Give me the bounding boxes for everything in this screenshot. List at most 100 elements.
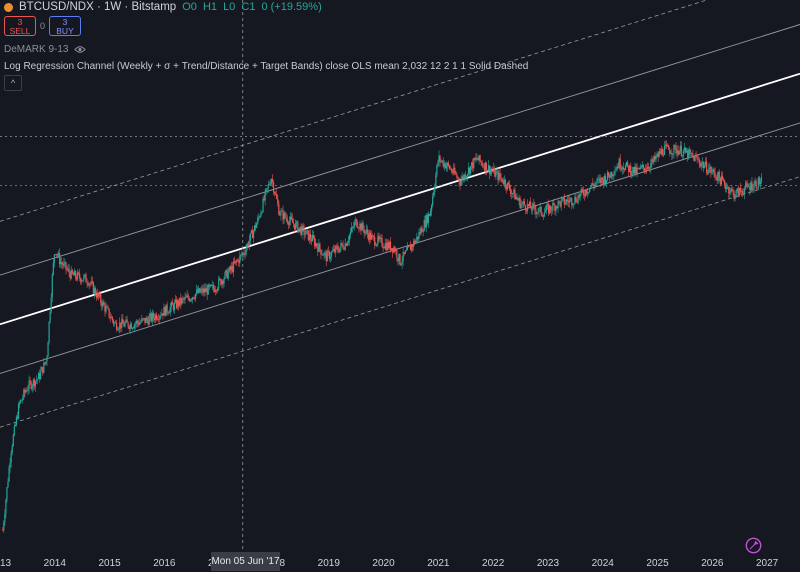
candle-body (146, 317, 148, 321)
candle-body (641, 164, 643, 167)
candle-body (81, 280, 83, 283)
indicator-regression[interactable]: Log Regression Channel (Weekly + σ + Tre… (4, 61, 528, 72)
candle-body (213, 288, 216, 292)
candle-body (441, 160, 443, 162)
indicator-demark[interactable]: DeMARK 9-13 (4, 44, 87, 55)
candle-body (245, 248, 247, 255)
candle-body (402, 252, 404, 262)
candle-body (342, 244, 344, 249)
time-axis[interactable]: 2013201420152016201720182019202020212022… (0, 558, 779, 569)
candle-body (485, 162, 488, 172)
candle-body (162, 313, 164, 316)
candle-body (486, 170, 489, 172)
candle-body (521, 203, 523, 204)
candle-body (139, 322, 141, 325)
settings-gear-icon[interactable] (745, 537, 762, 554)
buy-button[interactable]: 3 BUY (49, 16, 82, 36)
candle-body (467, 167, 470, 175)
candle-body (547, 204, 550, 214)
candle-body (564, 202, 567, 205)
candle-body (20, 399, 22, 403)
candle-body (35, 379, 38, 382)
candle-body (557, 200, 559, 209)
candle-body (6, 487, 8, 501)
candle-body (329, 256, 332, 259)
candle-body (286, 218, 288, 223)
ohlc-high: H1 (202, 1, 217, 13)
regression-channel (0, 0, 800, 428)
candle-body (551, 209, 553, 211)
candle-body (323, 252, 325, 256)
candle-body (219, 278, 221, 280)
candle-body (464, 174, 466, 179)
candle-body (707, 172, 709, 174)
candle-body (192, 297, 195, 299)
candle-body (755, 181, 757, 188)
candle-body (165, 304, 167, 316)
candle-body (271, 179, 274, 182)
candle-body (33, 379, 35, 387)
candle-body (574, 196, 576, 204)
candle-body (470, 166, 472, 174)
candle-body (651, 159, 653, 164)
candle-body (28, 380, 30, 389)
candle-body (754, 181, 756, 184)
candle-body (337, 246, 339, 251)
candle-body (157, 318, 159, 320)
candle-body (85, 274, 87, 283)
candle-body (203, 288, 205, 293)
candle-body (92, 282, 94, 294)
ohlc-values: O0 H1 L0 C1 0 (+19.59%) (182, 1, 325, 13)
candle-body (16, 416, 19, 419)
symbol-title[interactable]: BTCUSD/NDX · 1W · Bitstamp (19, 1, 177, 13)
candle-body (172, 304, 175, 310)
x-axis-label-2024: 2024 (592, 558, 615, 569)
candle-body (335, 245, 337, 253)
candle-body (727, 186, 729, 188)
chevron-up-icon[interactable]: ^ (4, 75, 22, 91)
candle-body (609, 176, 611, 178)
candle-body (591, 183, 593, 187)
candle-body (524, 205, 526, 210)
candle-body (706, 161, 708, 173)
candle-body (196, 289, 198, 294)
candle-body (78, 272, 80, 274)
candle-body (303, 227, 305, 236)
candle-body (416, 236, 418, 241)
candle-body (5, 500, 7, 514)
candle-body (372, 235, 374, 236)
candle-body (318, 243, 320, 252)
candle-body (201, 288, 203, 291)
candle-body (506, 182, 509, 190)
candle-body (181, 298, 183, 304)
candle-body (714, 172, 716, 177)
candle-body (194, 293, 197, 299)
candle-body (276, 194, 278, 199)
candle-body (387, 242, 390, 249)
upper-inner-band (0, 24, 800, 276)
sell-button[interactable]: 3 SELL (4, 16, 36, 36)
candle-body (90, 281, 92, 284)
candle-body (635, 166, 637, 174)
candle-body (326, 251, 328, 262)
eye-icon[interactable] (74, 45, 87, 54)
candle-body (530, 201, 532, 209)
candle-body (529, 201, 531, 207)
candle-body (118, 328, 120, 330)
candle-body (396, 249, 398, 259)
candle-body (80, 278, 82, 283)
candle-body (671, 153, 673, 155)
candle-body (631, 173, 633, 175)
candle-body (220, 278, 222, 285)
candle-body (417, 236, 419, 239)
candle-body (64, 262, 66, 263)
candle-body (125, 319, 127, 323)
candle-body (164, 307, 166, 316)
candle-body (398, 254, 400, 261)
candle-body (696, 156, 698, 160)
candle-body (359, 223, 361, 229)
candle-body (206, 288, 208, 295)
candle-body (575, 196, 577, 202)
candle-body (116, 329, 119, 331)
